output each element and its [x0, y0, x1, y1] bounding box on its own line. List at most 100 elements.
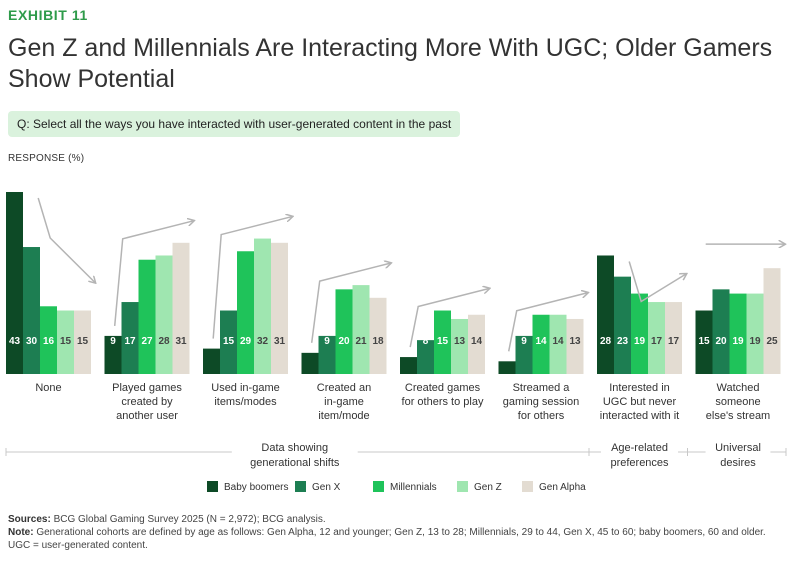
group-label: Data showing generational shifts — [250, 442, 340, 469]
bar-value-label: 21 — [355, 336, 367, 347]
bar-value-label: 14 — [471, 336, 483, 347]
chart-title-line-1: Gen Z and Millennials Are Interacting Mo… — [8, 34, 773, 62]
bar-gen-alpha — [763, 268, 781, 374]
legend-swatch — [373, 481, 384, 492]
bar-value-label: 15 — [223, 336, 235, 347]
group-label: Universal desires — [715, 442, 761, 469]
bar-value-label: 8 — [423, 336, 429, 347]
bar-baby-boomers — [400, 357, 417, 374]
category-label: Created an in-game item/mode — [317, 382, 371, 422]
trend-arrow — [113, 221, 194, 326]
bar-gen-alpha — [369, 297, 387, 374]
sources-line: Sources: BCG Global Gaming Survey 2025 (… — [8, 513, 788, 526]
y-axis-label: RESPONSE (%) — [8, 153, 85, 164]
bar-gen-alpha — [665, 302, 682, 374]
bar-millennials — [335, 289, 353, 374]
footnotes: Sources: BCG Global Gaming Survey 2025 (… — [8, 513, 788, 552]
bar-value-label: 15 — [77, 336, 89, 347]
bar-millennials — [40, 306, 57, 374]
bar-value-label: 20 — [338, 336, 350, 347]
bar-gen-z — [746, 293, 764, 374]
trend-arrow — [628, 261, 686, 303]
bar-value-label: 32 — [257, 336, 269, 347]
sources-label: Sources: — [8, 514, 51, 525]
note-line: Note: Generational cohorts are defined b… — [8, 526, 788, 552]
bar-value-label: 15 — [437, 336, 449, 347]
bar-gen-x — [712, 289, 730, 374]
bar-value-label: 14 — [535, 336, 547, 347]
chart-title-line-2: Show Potential — [8, 65, 175, 93]
bar-value-label: 17 — [124, 336, 136, 347]
trend-arrow — [409, 289, 489, 348]
category-label: Interested in UGC but never interacted wit… — [600, 382, 679, 422]
bar-gen-x — [614, 276, 631, 374]
bar-value-label: 23 — [617, 336, 629, 347]
bar-gen-x — [220, 310, 237, 374]
trend-arrow — [507, 293, 588, 352]
bar-value-label: 28 — [600, 336, 612, 347]
category-label: Watched someone else's stream — [706, 382, 770, 422]
bar-value-label: 31 — [175, 336, 187, 347]
bar-gen-x — [318, 335, 336, 374]
bar-millennials — [138, 259, 156, 374]
bar-value-label: 6 — [209, 336, 215, 347]
bar-value-label: 9 — [110, 336, 116, 347]
bar-millennials — [729, 293, 747, 374]
bar-value-label: 15 — [60, 336, 72, 347]
bar-value-label: 20 — [715, 336, 727, 347]
bar-value-label: 14 — [552, 336, 564, 347]
bar-gen-alpha — [74, 310, 91, 374]
bar-value-label: 29 — [240, 336, 252, 347]
bar-value-label: 19 — [732, 336, 744, 347]
bar-gen-z — [254, 238, 271, 374]
bar-gen-z — [648, 302, 665, 374]
bar-gen-z — [549, 314, 567, 374]
bar-value-label: 9 — [324, 336, 330, 347]
bar-baby-boomers — [203, 348, 220, 374]
bar-baby-boomers — [6, 192, 23, 374]
trend-arrow — [212, 217, 292, 339]
bar-millennials — [237, 251, 254, 374]
group-label: Age-related preferences — [610, 442, 669, 469]
bar-gen-x — [121, 302, 139, 374]
bar-value-label: 18 — [372, 336, 384, 347]
bar-baby-boomers — [498, 361, 516, 374]
bar-baby-boomers — [597, 255, 614, 374]
bar-gen-z — [451, 318, 468, 374]
legend-swatch — [457, 481, 468, 492]
bar-value-label: 27 — [141, 336, 153, 347]
legend-label: Gen X — [312, 482, 341, 493]
bar-value-label: 13 — [454, 336, 466, 347]
category-label: Used in-game items/modes — [211, 382, 279, 408]
bar-value-label: 30 — [26, 336, 38, 347]
category-label: Played games created by another user — [112, 382, 182, 422]
bar-gen-alpha — [271, 242, 288, 374]
legend-label: Gen Z — [474, 482, 502, 493]
legend-swatch — [207, 481, 218, 492]
bar-value-label: 28 — [158, 336, 170, 347]
bar-value-label: 16 — [43, 336, 55, 347]
bar-gen-z — [155, 255, 173, 374]
bar-millennials — [434, 310, 451, 374]
bar-gen-x — [417, 340, 434, 374]
bar-value-label: 19 — [749, 336, 761, 347]
category-label: None — [35, 382, 61, 394]
trend-arrow — [310, 263, 391, 343]
legend-label: Millennials — [390, 482, 437, 493]
sources-text: BCG Global Gaming Survey 2025 (N = 2,972… — [53, 514, 326, 525]
bar-value-label: 3 — [504, 336, 510, 347]
bar-value-label: 19 — [634, 336, 646, 347]
bar-value-label: 17 — [651, 336, 663, 347]
survey-question: Q: Select all the ways you have interact… — [8, 111, 461, 137]
bar-millennials — [631, 293, 648, 374]
bar-gen-z — [352, 285, 370, 374]
bar-value-label: 5 — [307, 336, 313, 347]
bar-value-label: 15 — [698, 336, 710, 347]
legend-label: Baby boomers — [224, 482, 288, 493]
bar-gen-alpha — [566, 318, 584, 374]
bar-gen-alpha — [172, 242, 190, 374]
bar-baby-boomers — [301, 352, 319, 374]
group-label-background — [231, 440, 358, 470]
exhibit-label: EXHIBIT 11 — [8, 7, 88, 23]
